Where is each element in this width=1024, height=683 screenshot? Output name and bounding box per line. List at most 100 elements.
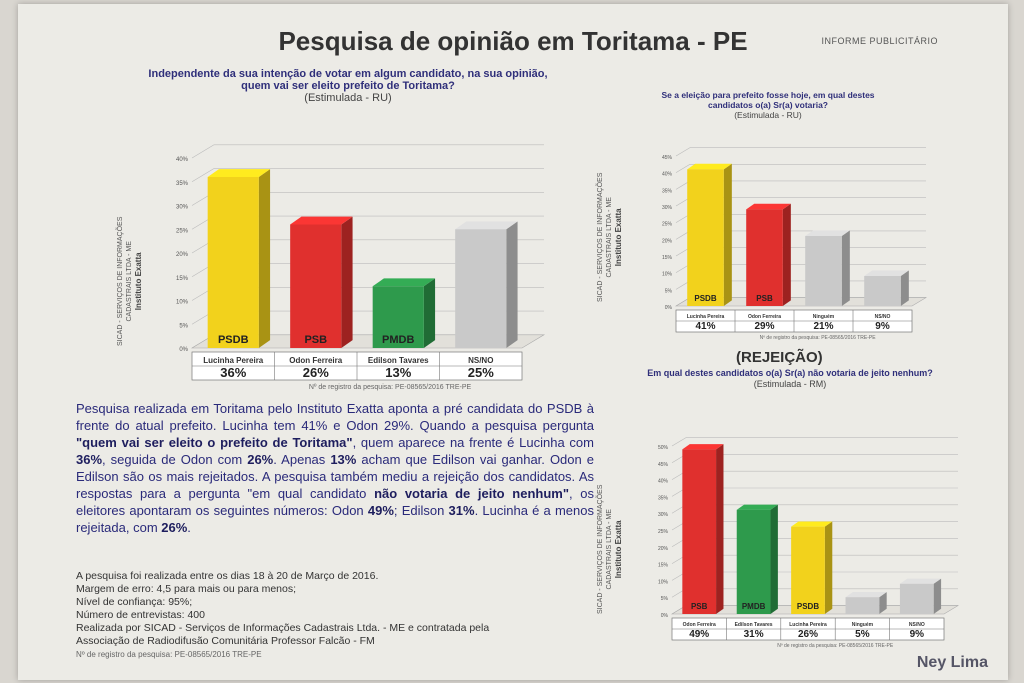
y-tick-label: 5%: [179, 323, 188, 329]
grid-line-diag: [675, 164, 691, 173]
article-q2: não votaria de jeito nenhum": [374, 486, 569, 501]
y-tick-label: 40%: [176, 157, 189, 163]
meta-line: Associação de Radiodifusão Comunitária P…: [76, 635, 375, 647]
bar: [372, 286, 424, 348]
article-p1: Pesquisa realizada em Toritama pelo Inst…: [76, 401, 594, 433]
bar-side: [258, 169, 271, 348]
value-label: 49%: [689, 629, 709, 640]
category-label: Odon Ferreira: [289, 356, 342, 365]
bar: [455, 229, 507, 348]
y-tick-label: 20%: [176, 252, 189, 258]
bar-top: [864, 270, 909, 276]
y-tick-label: 30%: [658, 512, 669, 518]
article-p6: , os eleitores apontaram os seguintes nú…: [76, 486, 594, 518]
rejection-title: (REJEIÇÃO): [736, 349, 823, 366]
bar-side: [841, 230, 850, 306]
category-label: Edilson Tavares: [368, 356, 429, 365]
party-label: PSB: [691, 602, 708, 611]
category-label: Lucinha Pereira: [687, 314, 725, 320]
grid-line-diag: [191, 144, 215, 159]
category-label: Edilson Tavares: [735, 622, 773, 628]
value-label: 13%: [385, 365, 411, 380]
value-label: 9%: [875, 321, 890, 332]
sidebar-line3: Instituto Exatta: [134, 252, 143, 311]
y-tick-label: 20%: [658, 546, 669, 552]
article-v3: 13%: [330, 452, 357, 467]
chart-eleito: 0% 5% 10% 15% 20% 25% 30% 35% 40% PSDB PSB PMDB Luci…: [176, 144, 546, 391]
category-label: Lucinha Pereira: [203, 356, 264, 365]
bar-top: [687, 163, 732, 170]
bar: [864, 276, 901, 306]
value-label: 9%: [910, 629, 925, 640]
y-tick-label: 15%: [176, 276, 189, 282]
value-label: 31%: [744, 629, 764, 640]
y-tick-label: 45%: [662, 155, 673, 161]
bar-side: [933, 578, 942, 614]
y-tick-label: 5%: [665, 288, 673, 294]
bar-top: [805, 230, 850, 236]
bar-top: [207, 169, 271, 177]
y-tick-label: 25%: [176, 228, 189, 234]
y-tick-label: 40%: [662, 172, 673, 178]
sidebar-line3: Instituto Exatta: [614, 208, 623, 267]
registration-label: Nº de registro da pesquisa: PE-08565/201…: [777, 643, 894, 649]
chart-intencao: 0% 5% 10% 15% 20% 25% 30% 35% 40% 45% PSDB PSB Lucin…: [662, 147, 928, 341]
party-label: PMDB: [742, 602, 766, 611]
value-label: 26%: [798, 629, 818, 640]
sidebar-line2: CADASTRAIS LTDA - ME: [126, 241, 133, 322]
bar-top: [372, 278, 436, 287]
bar: [682, 449, 717, 614]
bar-side: [782, 203, 791, 306]
chart1-question-text: Independente da sua intenção de votar em…: [148, 68, 548, 92]
bar-side: [506, 221, 518, 348]
bar-top: [746, 203, 791, 210]
bar-side: [423, 278, 436, 348]
party-label: PMDB: [382, 334, 414, 346]
article-v4: 49%: [367, 503, 394, 518]
chart1-subtitle: (Estimulada - RU): [304, 92, 392, 104]
y-tick-label: 10%: [662, 272, 673, 278]
bar: [736, 509, 771, 614]
bar: [207, 177, 259, 348]
bar-side: [341, 216, 353, 348]
sidebar-chart2: SICAD - SERVIÇOS DE INFORMAÇÕES CADASTRA…: [596, 173, 624, 302]
chart2-question: Se a eleição para prefeito fosse hoje, e…: [648, 90, 888, 120]
informe-tag: INFORME PUBLICITÁRIO: [821, 36, 938, 46]
y-tick-label: 25%: [662, 222, 673, 228]
bar: [899, 583, 934, 614]
value-label: 36%: [220, 365, 246, 380]
grid-line-diag: [671, 437, 687, 447]
meta-line: A pesquisa foi realizada entre os dias 1…: [76, 570, 379, 582]
registration-label: Nº de registro da pesquisa: PE-08565/201…: [760, 335, 877, 341]
article-v6: 26%: [161, 520, 188, 535]
bar-top: [899, 578, 942, 584]
bar-side: [723, 163, 732, 306]
category-label: NS/NO: [875, 314, 891, 320]
article-text: Pesquisa realizada em Toritama pelo Inst…: [76, 400, 594, 536]
y-tick-label: 5%: [661, 596, 669, 602]
y-tick-label: 20%: [662, 238, 673, 244]
chart2-question-text: Se a eleição para prefeito fosse hoje, e…: [661, 90, 875, 110]
article-p9: .: [187, 520, 191, 535]
article-p8: . Lucinha é a menos rejeitada, com: [76, 503, 594, 535]
article-p3: , seguida de Odon com: [102, 452, 248, 467]
sidebar-line1: SICAD - SERVIÇOS DE INFORMAÇÕES: [117, 216, 124, 346]
party-label: PSDB: [218, 334, 249, 346]
sidebar-line2: CADASTRAIS LTDA - ME: [606, 197, 613, 278]
chart3-subtitle: (Estimulada - RM): [753, 379, 827, 389]
bar-top: [845, 592, 887, 598]
bar: [845, 597, 880, 614]
bar-top: [682, 444, 724, 450]
article-p7: ; Edilson: [393, 503, 449, 518]
meta-line: Número de entrevistas: 400: [76, 609, 205, 621]
meta-line: Nível de confiança: 95%;: [76, 596, 193, 608]
grid-line-diag: [675, 147, 691, 157]
value-label: 5%: [855, 629, 870, 640]
category-label: Odon Ferreira: [683, 622, 716, 628]
meta-line: Realizada por SICAD - Serviços de Inform…: [76, 622, 490, 634]
y-tick-label: 30%: [662, 205, 673, 211]
article-q1: "quem vai ser eleito o prefeito de Torit…: [76, 435, 353, 450]
y-tick-label: 10%: [658, 579, 669, 585]
newspaper-page: Pesquisa de opinião em Toritama - PE INF…: [18, 4, 1008, 680]
category-label: Ninguém: [852, 622, 874, 628]
